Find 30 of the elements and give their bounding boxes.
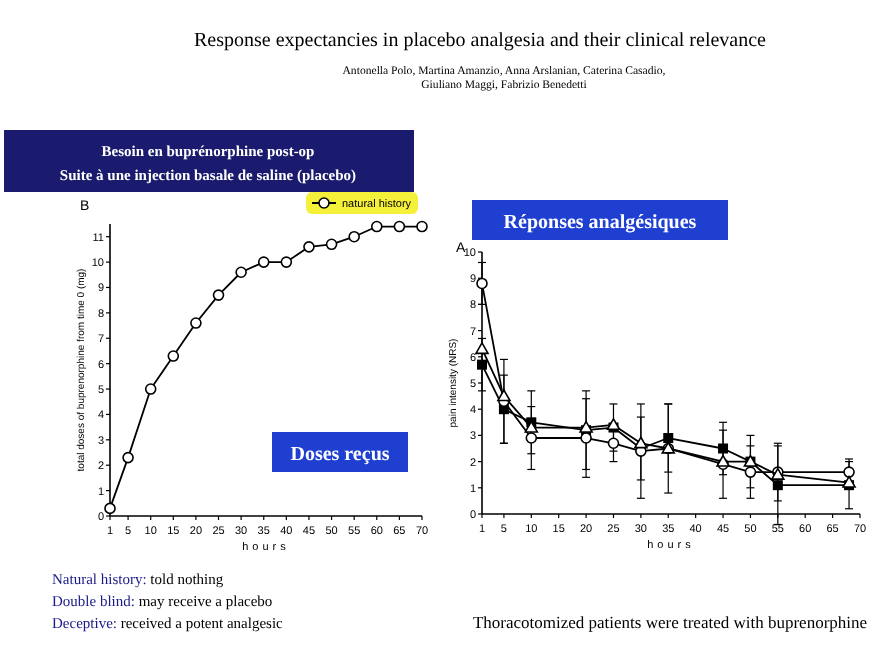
point	[525, 432, 538, 444]
point	[843, 466, 855, 478]
point	[580, 432, 592, 444]
point	[190, 317, 202, 329]
point	[370, 220, 383, 233]
point	[212, 289, 225, 301]
point	[772, 480, 783, 491]
text: Thoracotomized patients were treated with buprenorphine	[472, 612, 868, 632]
point	[477, 359, 487, 370]
text: Réponses analgésiques	[503, 212, 697, 234]
point	[144, 383, 157, 395]
point	[744, 466, 757, 478]
point	[257, 256, 270, 268]
point	[104, 502, 116, 515]
point	[393, 220, 406, 233]
point	[842, 475, 856, 488]
point	[325, 238, 338, 251]
point	[497, 389, 511, 402]
point	[280, 256, 293, 268]
point	[476, 277, 488, 290]
point	[579, 420, 593, 433]
point	[122, 451, 134, 464]
text: Response expectancies in placebo analgesia and their clinical relevance	[194, 30, 768, 52]
point	[167, 350, 180, 362]
point	[416, 220, 428, 233]
point	[348, 230, 360, 243]
annotation: Doses reçus	[290, 444, 390, 466]
point	[634, 436, 648, 449]
point	[303, 241, 315, 253]
point	[235, 266, 247, 279]
